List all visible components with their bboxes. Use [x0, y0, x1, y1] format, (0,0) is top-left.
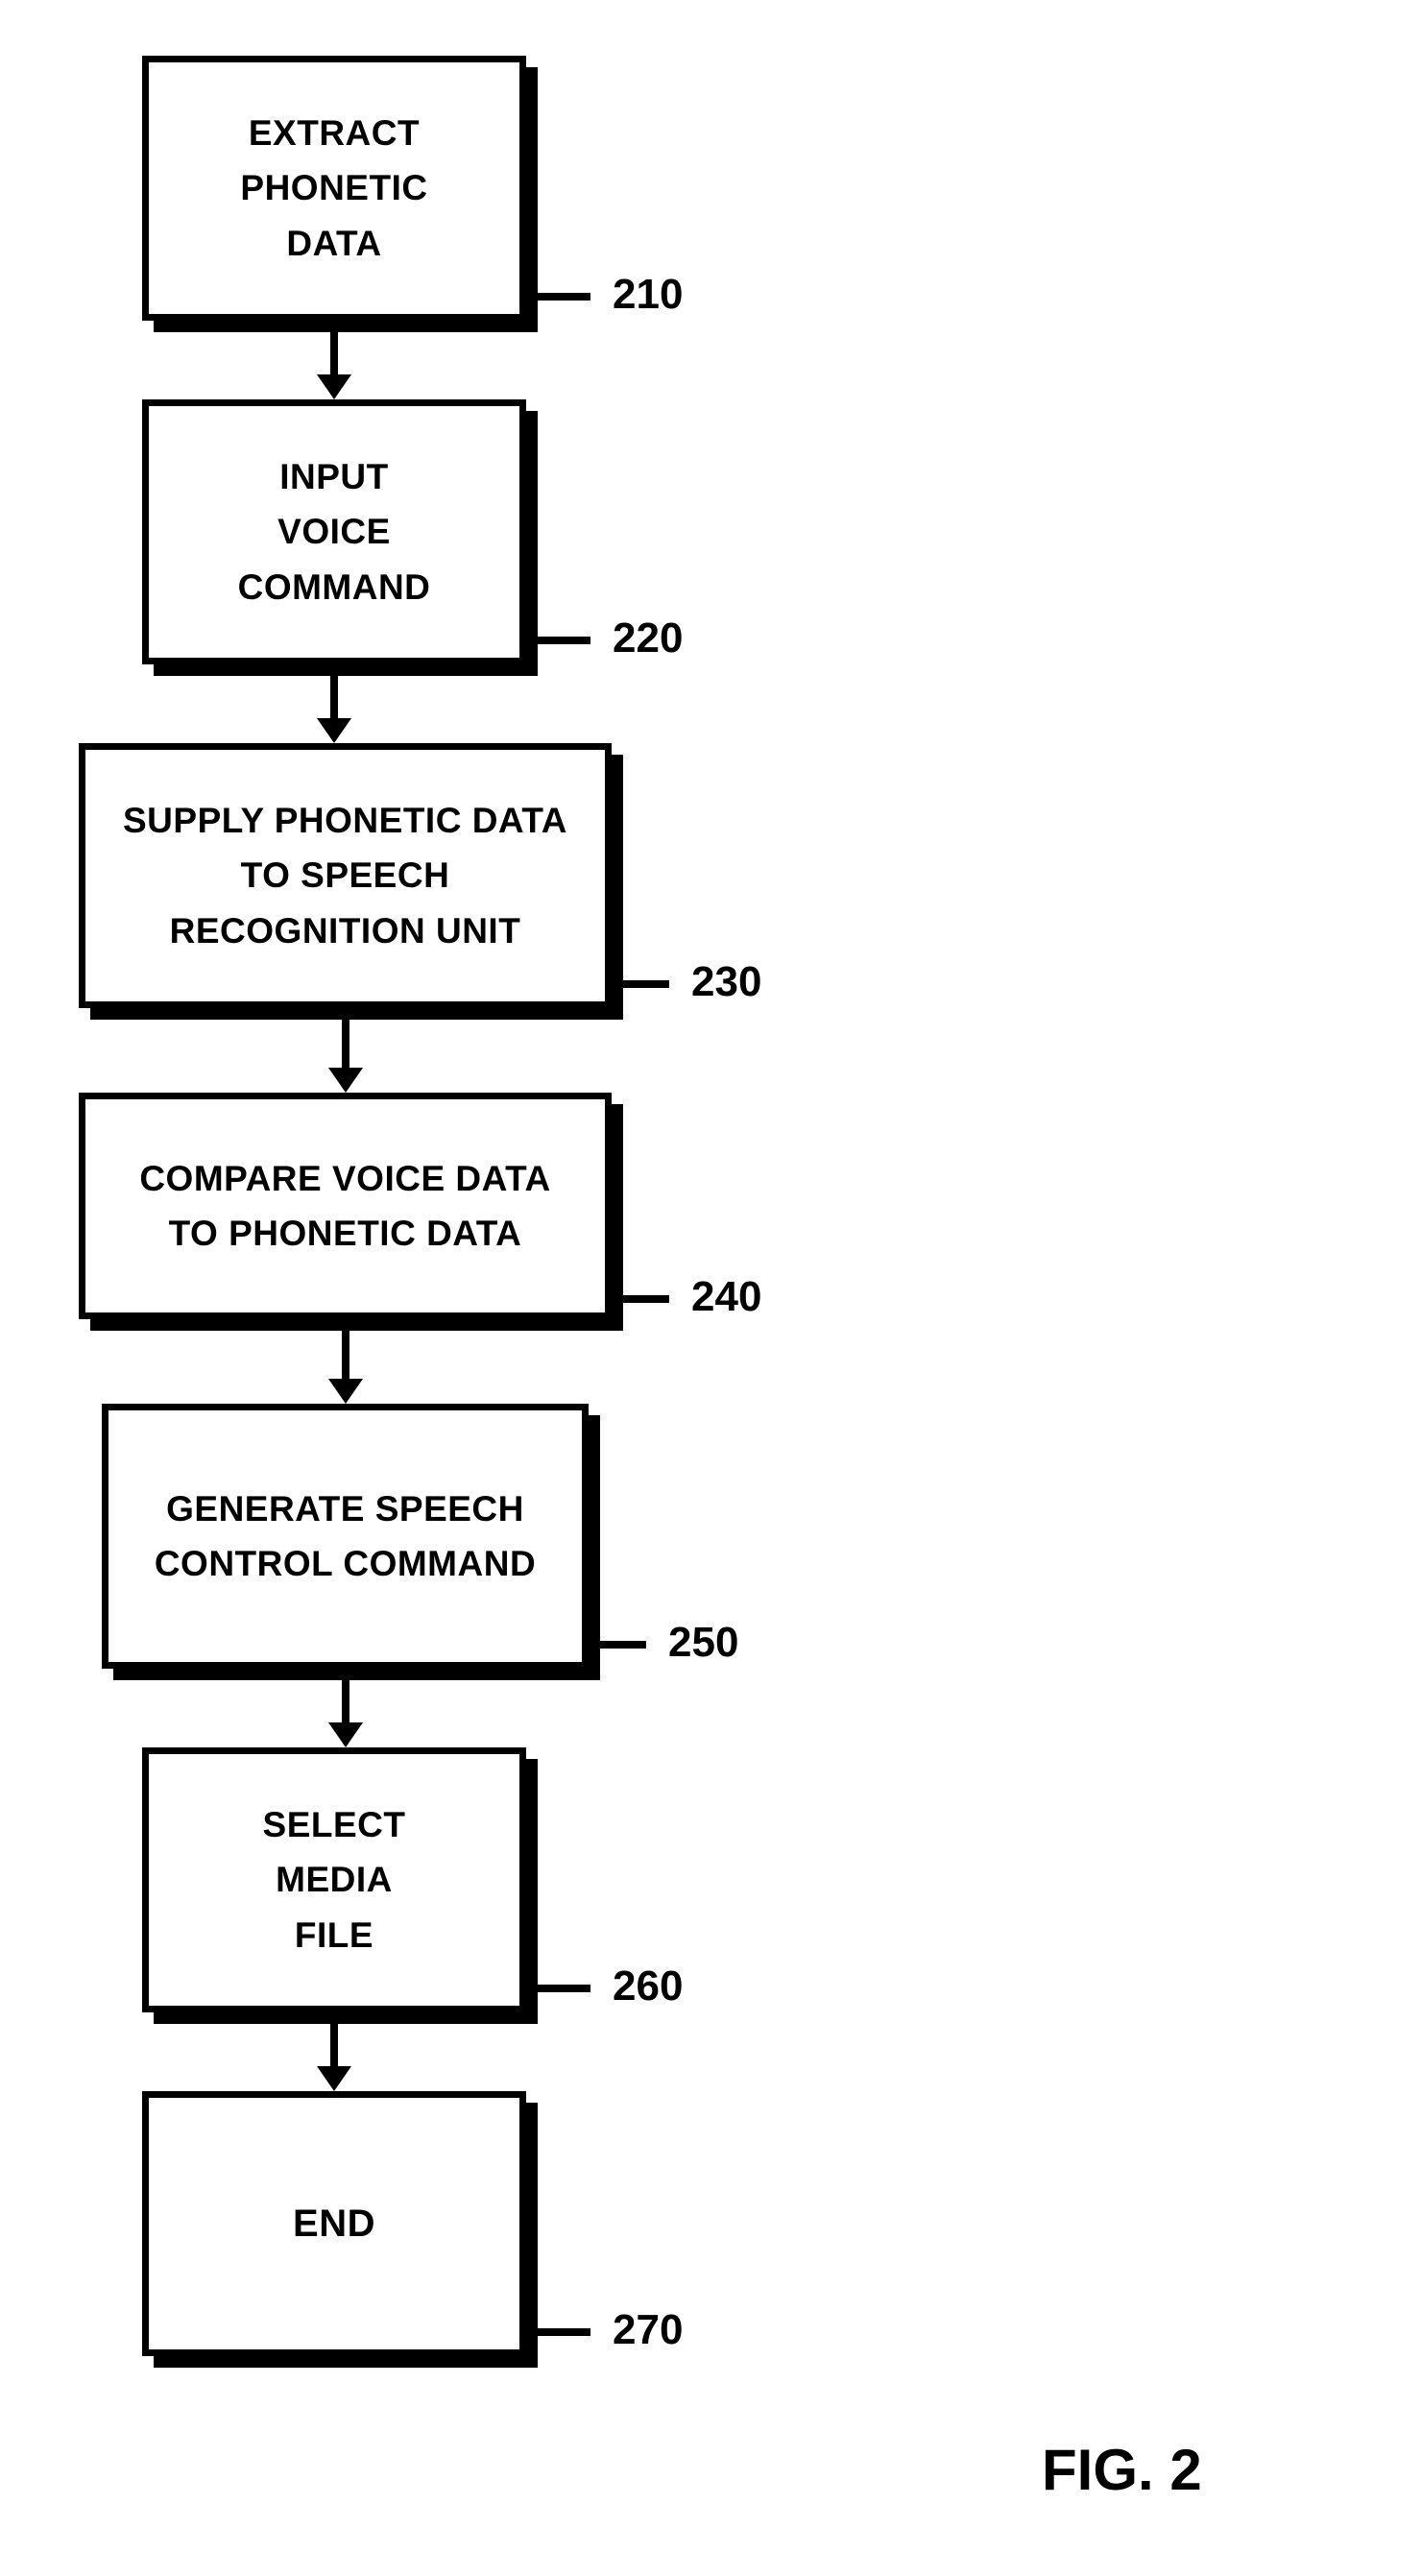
flowchart-box: SELECT MEDIA FILE: [142, 1747, 526, 2012]
arrow-shaft: [342, 1331, 349, 1379]
flowchart-box-text: EXTRACT PHONETIC DATA: [240, 106, 427, 271]
ref-tick: [538, 637, 590, 644]
ref-number: 220: [613, 614, 683, 662]
arrow-shaft: [330, 2024, 338, 2066]
arrow-head-icon: [317, 718, 351, 743]
ref-tick: [623, 980, 669, 988]
flowchart-box-text: GENERATE SPEECH CONTROL COMMAND: [155, 1481, 536, 1592]
ref-tick: [538, 2328, 590, 2336]
flowchart-box-text: COMPARE VOICE DATA TO PHONETIC DATA: [139, 1151, 550, 1262]
ref-number: 240: [691, 1273, 761, 1321]
ref-number: 260: [613, 1962, 683, 2010]
flowchart-box: SUPPLY PHONETIC DATA TO SPEECH RECOGNITI…: [79, 743, 612, 1008]
flowchart-box-text: INPUT VOICE COMMAND: [238, 449, 431, 614]
arrow-head-icon: [328, 1068, 363, 1093]
arrow-shaft: [342, 1020, 349, 1068]
arrow-shaft: [330, 676, 338, 718]
ref-number: 250: [668, 1619, 738, 1667]
ref-number: 270: [613, 2306, 683, 2354]
arrow-head-icon: [317, 374, 351, 399]
flowchart-box-text: SUPPLY PHONETIC DATA TO SPEECH RECOGNITI…: [123, 793, 567, 958]
flowchart-box: END: [142, 2091, 526, 2356]
ref-number: 210: [613, 271, 683, 319]
flowchart-box: EXTRACT PHONETIC DATA: [142, 56, 526, 321]
figure-label: FIG. 2: [1042, 2437, 1202, 2503]
ref-tick: [623, 1295, 669, 1303]
arrow-head-icon: [328, 1722, 363, 1747]
flowchart-box: INPUT VOICE COMMAND: [142, 399, 526, 664]
flowchart-box-text: END: [293, 2194, 375, 2253]
flowchart-box: GENERATE SPEECH CONTROL COMMAND: [102, 1404, 589, 1669]
ref-tick: [600, 1641, 646, 1649]
arrow-shaft: [330, 332, 338, 374]
arrow-head-icon: [328, 1379, 363, 1404]
ref-tick: [538, 293, 590, 301]
ref-number: 230: [691, 958, 761, 1006]
flowchart-box: COMPARE VOICE DATA TO PHONETIC DATA: [79, 1093, 612, 1319]
ref-tick: [538, 1985, 590, 1992]
flowchart-box-text: SELECT MEDIA FILE: [263, 1797, 406, 1962]
arrow-head-icon: [317, 2066, 351, 2091]
arrow-shaft: [342, 1680, 349, 1722]
flowchart-canvas: EXTRACT PHONETIC DATA 210 INPUT VOICE COM…: [0, 0, 1421, 2576]
